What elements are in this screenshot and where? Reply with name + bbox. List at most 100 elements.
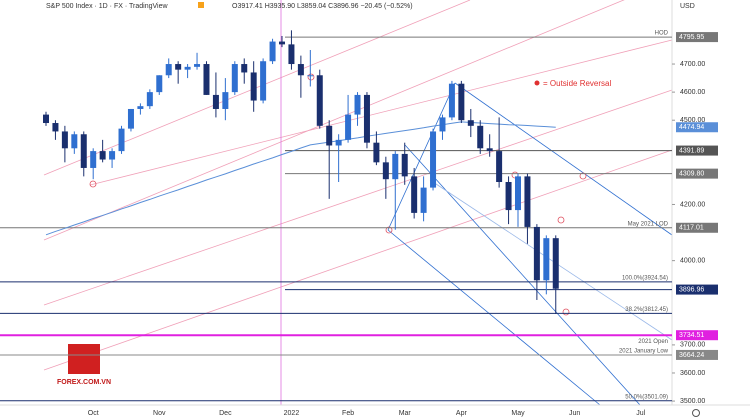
candle-body	[194, 64, 201, 67]
level-note: May 2021 LOD	[628, 221, 669, 227]
candle-body	[71, 134, 78, 149]
candle-body	[156, 75, 163, 93]
candle-body	[439, 117, 446, 132]
candle-body	[175, 64, 182, 70]
candle-body	[392, 153, 399, 180]
candle-body	[80, 134, 87, 168]
y-tick-label: 4200.00	[680, 201, 705, 208]
fib-note: 50.0%(3501.09)	[625, 394, 668, 400]
y-tick-label: 3500.00	[680, 398, 705, 405]
candle-body	[146, 92, 153, 107]
candle-body	[109, 151, 116, 160]
y-tick-label: 3600.00	[680, 370, 705, 377]
candle-body	[61, 131, 68, 149]
candle-body	[401, 153, 408, 177]
level-note: 2021 January Low	[619, 349, 669, 355]
level-box	[676, 222, 718, 233]
candle-body	[184, 66, 191, 70]
candle-body	[52, 123, 59, 132]
y-tick-label: 3700.00	[680, 342, 705, 349]
candle-body	[533, 226, 540, 281]
candle-body	[552, 238, 559, 289]
candle-body	[448, 83, 455, 118]
level-box	[676, 168, 718, 179]
symbol: S&P 500 Index · 1D · FX · TradingView	[46, 3, 168, 10]
pink-channel	[43, 149, 673, 371]
candle-body	[203, 64, 210, 95]
candle-body	[335, 139, 342, 146]
y-tick-label: 4000.00	[680, 257, 705, 264]
x-tick-label: 2022	[284, 410, 300, 417]
level-label: 4117.01	[679, 225, 704, 232]
candle-body	[524, 176, 531, 227]
candle-body	[345, 114, 352, 140]
candle-body	[420, 187, 427, 213]
candle-body	[354, 94, 361, 115]
blue-channel	[404, 144, 641, 406]
blue-channel	[387, 229, 601, 406]
reversal-marker	[385, 226, 393, 234]
level-box	[676, 32, 718, 43]
watermark-text: FOREX.COM.VN	[57, 379, 111, 386]
candle-body	[467, 120, 474, 126]
candle-body	[382, 162, 389, 180]
level-label: 3896.96	[679, 286, 704, 293]
ohlc: O3917.41 H3935.90 L3859.04 C3896.96 −20.…	[232, 3, 413, 10]
y-tick-label: 4700.00	[680, 61, 705, 68]
y-tick-label: 4600.00	[680, 89, 705, 96]
x-tick-label: Oct	[88, 410, 99, 417]
level-box	[676, 122, 718, 133]
logo	[68, 344, 100, 374]
legend-note: = Outside Reversal	[543, 79, 611, 88]
gear[interactable]	[692, 409, 700, 417]
blue-channel	[454, 82, 673, 236]
reversal-marker	[89, 180, 97, 188]
candle-body	[231, 64, 238, 93]
currency: USD	[680, 3, 695, 10]
candle-body	[288, 44, 295, 65]
candle-body	[543, 238, 550, 281]
reversal-marker	[557, 216, 565, 224]
x-tick-label: Apr	[456, 410, 468, 417]
fib-note: 38.2%(3812.45)	[625, 307, 668, 313]
level-note: 2021 Open	[638, 339, 668, 345]
level-label: 3734.51	[679, 332, 704, 339]
x-tick-label: Mar	[399, 410, 412, 417]
candle-body	[477, 125, 484, 149]
reversal-marker	[307, 73, 315, 81]
legend-marker	[534, 80, 540, 86]
candle-body	[241, 64, 248, 73]
candle-body	[250, 72, 257, 101]
level-label: 3664.24	[679, 352, 704, 359]
candle-body	[43, 114, 49, 124]
candle-body	[212, 94, 219, 109]
candle-body	[430, 131, 437, 188]
level-label: 4474.94	[679, 124, 704, 131]
candle-body	[297, 64, 304, 76]
candle-body	[363, 94, 370, 143]
reversal-marker	[579, 172, 587, 180]
x-tick-label: Nov	[153, 410, 166, 417]
reversal-marker	[562, 308, 570, 316]
level-box	[676, 349, 718, 360]
candle-body	[118, 128, 125, 152]
candle-body	[137, 106, 144, 109]
x-tick-label: May	[511, 410, 525, 417]
candle-body	[486, 148, 493, 152]
x-tick-label: Feb	[342, 410, 354, 417]
x-tick-label: Jul	[636, 410, 645, 417]
level-note: HOD	[655, 31, 669, 37]
icon	[198, 2, 204, 8]
candle-body	[326, 125, 333, 146]
level-label: 4795.95	[679, 34, 704, 41]
settings-icon[interactable]	[692, 409, 700, 417]
blue-channel	[387, 82, 456, 231]
candle-body	[269, 41, 276, 62]
level-label: 4391.89	[679, 147, 704, 154]
candle-body	[90, 151, 97, 168]
x-tick-label: Dec	[219, 410, 232, 417]
fib-note: 100.0%(3924.54)	[622, 275, 668, 281]
candle-body	[515, 176, 521, 211]
candle-body	[127, 108, 134, 129]
